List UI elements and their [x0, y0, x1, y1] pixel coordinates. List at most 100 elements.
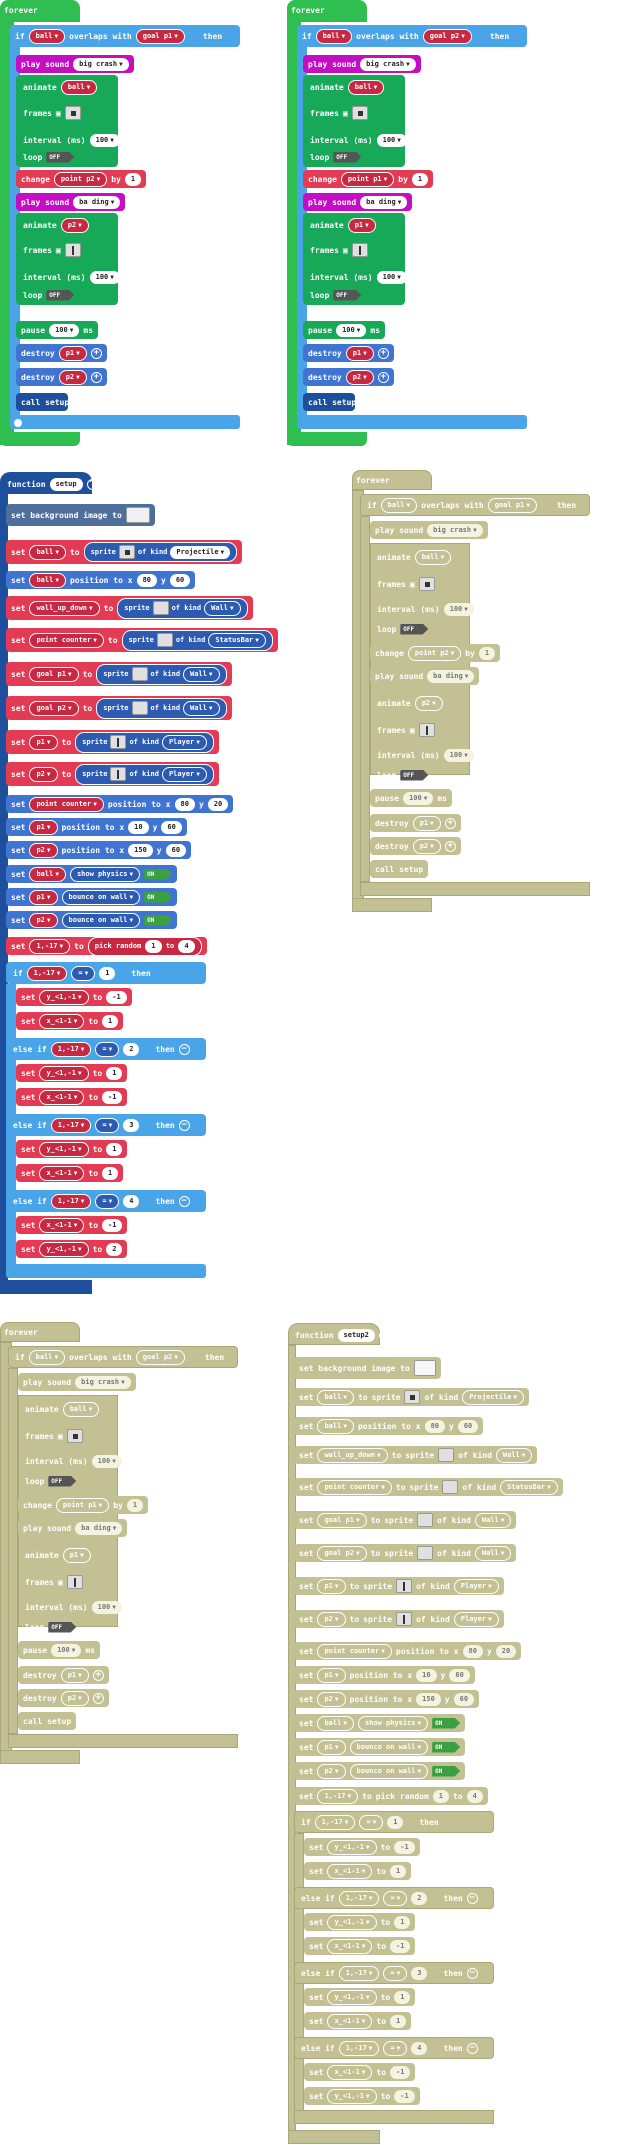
play-sound-block[interactable]: play sound ba ding ▼ — [16, 193, 126, 211]
min-input[interactable]: 1 — [145, 939, 162, 953]
var-dropdown[interactable]: goal p2 ▼ — [29, 700, 79, 716]
sprite-expr[interactable]: sprite of kind StatusBar ▼ — [121, 629, 273, 651]
remove-icon[interactable]: − — [178, 1043, 190, 1055]
set-position-block[interactable]: set point counter ▼ position to x 80 y 20 — [294, 1642, 522, 1660]
sprite-image[interactable] — [131, 667, 148, 681]
var-dropdown[interactable]: 1,-17 ▼ — [26, 965, 68, 981]
destroy-block[interactable]: destroy p2 ▼ + — [370, 837, 461, 855]
sound-dropdown[interactable]: ba ding ▼ — [73, 195, 121, 209]
set-position-block[interactable]: set ball ▼ position to x 80 y 60 — [6, 571, 196, 589]
set-position-block[interactable]: set point counter ▼ position to x 80 y 20 — [6, 795, 234, 813]
set-position-block[interactable]: set p1 ▼ position to x 10 y 60 — [294, 1666, 475, 1684]
var-dropdown[interactable]: ball ▼ — [29, 544, 66, 560]
set-sprite-block[interactable]: set point counter ▼ to sprite of kind StatusBa… — [6, 628, 278, 652]
play-sound-block[interactable]: play sound big crash ▼ — [16, 55, 134, 73]
sprite-image[interactable] — [152, 601, 169, 615]
sprite-dropdown[interactable]: ball ▼ — [315, 28, 353, 44]
collapse-icon[interactable]: ^ — [86, 478, 98, 490]
pause-block[interactable]: pause 100 ▼ ms — [16, 321, 99, 339]
change-block[interactable]: change point p1 ▼ by 1 — [303, 170, 434, 188]
plus-icon[interactable]: + — [377, 371, 389, 383]
destroy-block[interactable]: destroy p2 ▼ + — [18, 1689, 109, 1707]
pause-block[interactable]: pause 100 ▼ ms — [303, 321, 386, 339]
var-dropdown[interactable]: y_<1,-1 ▼ — [39, 1065, 89, 1081]
set-position-block[interactable]: set ball ▼ position to x 80 y 60 — [294, 1417, 484, 1435]
set-sprite-block[interactable]: set ball ▼ to sprite of kind Projectile ▼ — [294, 1388, 529, 1406]
value-input[interactable]: 1 — [106, 1066, 123, 1080]
change-block[interactable]: change point p2 ▼ by 1 — [16, 170, 147, 188]
value-input[interactable]: 2 — [106, 1242, 123, 1256]
set-var-block[interactable]: set y_<1,-1 ▼ to 1 — [304, 1913, 416, 1931]
set-sprite-block[interactable]: set p1 ▼ to sprite of kind Player ▼ — [294, 1577, 504, 1595]
value-input[interactable]: -1 — [106, 990, 127, 1004]
sprite-dropdown[interactable]: p1 ▼ — [58, 345, 87, 361]
number-input[interactable]: 1 — [124, 172, 142, 186]
flag-dropdown[interactable]: bounce on wall ▼ — [61, 889, 141, 905]
set-random-block[interactable]: set 1,-17 ▼ to pick random 1 to 4 — [294, 1787, 488, 1805]
var-dropdown[interactable]: p2 ▼ — [29, 912, 58, 928]
set-random-block[interactable]: set 1,-17 ▼ to pick random 1 to 4 — [6, 936, 207, 956]
number-input[interactable]: 1 — [411, 172, 429, 186]
call-setup-block[interactable]: call setup — [18, 1712, 77, 1730]
call-setup-block[interactable]: call setup — [370, 860, 429, 878]
set-position-block[interactable]: set p2 ▼ position to x 150 y 60 — [294, 1690, 480, 1708]
kind-dropdown[interactable]: Wall ▼ — [183, 700, 220, 716]
flag-toggle[interactable]: ON — [144, 914, 173, 926]
sprite-expr[interactable]: sprite of kind Wall ▼ — [96, 697, 227, 719]
set-bg-block[interactable]: set background image to — [294, 1357, 441, 1379]
sprite-dropdown[interactable]: goal p2 ▼ — [422, 28, 472, 44]
set-flag-block[interactable]: set p1 ▼ bounce on wall ▼ ON — [294, 1738, 466, 1756]
remove-icon[interactable]: − — [178, 1195, 190, 1207]
loop-toggle[interactable]: OFF — [333, 289, 362, 301]
set-var-block[interactable]: set x_<1-1 ▼ to 1 — [16, 1012, 124, 1030]
sprite-expr[interactable]: sprite of kind Player ▼ — [75, 763, 214, 785]
op-dropdown[interactable]: = ▼ — [95, 1193, 120, 1209]
add-icon[interactable] — [14, 419, 22, 427]
destroy-block[interactable]: destroy p1 ▼ + — [16, 344, 107, 362]
destroy-block[interactable]: destroy p1 ▼ + — [18, 1666, 109, 1684]
interval-dropdown[interactable]: 100 ▼ — [89, 270, 120, 284]
sprite-dropdown[interactable]: p2 ▼ — [60, 217, 89, 233]
set-position-block[interactable]: set p1 ▼ position to x 10 y 60 — [6, 818, 187, 836]
var-dropdown[interactable]: point counter ▼ — [29, 796, 104, 812]
set-flag-block[interactable]: set ball ▼ show physics ▼ ON — [6, 865, 178, 883]
flag-dropdown[interactable]: bounce on wall ▼ — [61, 912, 141, 928]
var-dropdown[interactable]: x_<1-1 ▼ — [39, 1013, 85, 1029]
compare-input[interactable]: 3 — [123, 1118, 140, 1132]
kind-dropdown[interactable]: Wall ▼ — [183, 666, 220, 682]
sprite-dropdown[interactable]: ball ▼ — [60, 79, 98, 95]
call-setup-block[interactable]: call setup — [303, 393, 356, 411]
var-dropdown[interactable]: p2 ▼ — [29, 766, 58, 782]
y-input[interactable]: 60 — [169, 573, 191, 587]
set-var-block[interactable]: set y_<1,-1 ▼ to 1 — [16, 1140, 128, 1158]
var-dropdown[interactable]: x_<1-1 ▼ — [39, 1089, 85, 1105]
pause-block[interactable]: pause 100 ▼ ms — [18, 1641, 101, 1659]
play-sound-block[interactable]: play sound big crash ▼ — [18, 1373, 136, 1391]
interval-dropdown[interactable]: 100 ▼ — [376, 270, 407, 284]
set-sprite-block[interactable]: set goal p1 ▼ to sprite of kind Wall ▼ — [6, 662, 232, 686]
var-dropdown[interactable]: y_<1,-1 ▼ — [39, 989, 89, 1005]
var-dropdown[interactable]: ball ▼ — [29, 866, 66, 882]
play-sound-block[interactable]: play sound big crash ▼ — [303, 55, 421, 73]
sprite-dropdown[interactable]: goal p1 ▼ — [135, 28, 185, 44]
var-dropdown[interactable]: wall_up_down ▼ — [29, 600, 100, 616]
destroy-block[interactable]: destroy p1 ▼ + — [370, 814, 461, 832]
sprite-image[interactable] — [156, 633, 173, 647]
sprite-expr[interactable]: sprite of kind Player ▼ — [75, 731, 214, 753]
change-block[interactable]: change point p2 ▼ by 1 — [370, 644, 501, 662]
pause-block[interactable]: pause 100 ▼ ms — [370, 789, 453, 807]
set-sprite-block[interactable]: set goal p2 ▼ to sprite of kind Wall ▼ — [294, 1544, 517, 1562]
var-dropdown[interactable]: p1 ▼ — [29, 819, 58, 835]
set-var-block[interactable]: set x_<1-1 ▼ to 1 — [304, 2012, 412, 2030]
flag-toggle[interactable]: ON — [144, 891, 173, 903]
sprite-image[interactable] — [110, 735, 127, 749]
call-setup-block[interactable]: call setup — [16, 393, 69, 411]
y-input[interactable]: 60 — [165, 843, 187, 857]
set-var-block[interactable]: set y_<1,-1 ▼ to -1 — [304, 1838, 420, 1856]
interval-dropdown[interactable]: 100 ▼ — [376, 133, 407, 147]
destroy-block[interactable]: destroy p2 ▼ + — [16, 368, 107, 386]
ms-dropdown[interactable]: 100 ▼ — [49, 323, 80, 337]
destroy-block[interactable]: destroy p2 ▼ + — [303, 368, 394, 386]
loop-toggle[interactable]: OFF — [333, 151, 362, 163]
kind-dropdown[interactable]: Projectile ▼ — [170, 545, 231, 559]
